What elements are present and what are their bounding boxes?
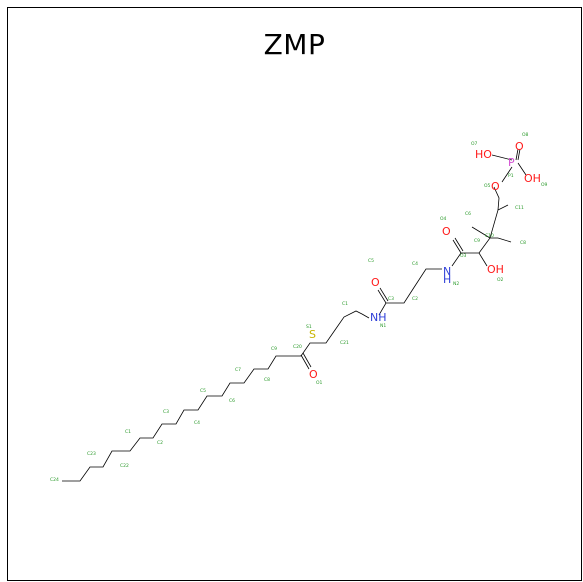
amide-carbonyl-bond-2b xyxy=(454,237,464,252)
amide-nitrogen-1: NH xyxy=(370,311,387,324)
label-c23: C23 xyxy=(87,451,96,457)
thioester-chain-bonds xyxy=(290,310,370,357)
label-o7: O7 xyxy=(471,141,478,147)
hydroxyl-oh: OH xyxy=(487,263,504,276)
label-c6b: C6 xyxy=(229,398,235,404)
amide-hydrogen-2: H xyxy=(443,273,451,286)
label-c6: C6 xyxy=(465,211,471,217)
phosphate-linker-bonds xyxy=(493,186,500,211)
label-c2b: C2 xyxy=(157,440,163,446)
amide-nitrogen-2: N xyxy=(443,265,451,278)
phosphoester-bond xyxy=(501,166,513,183)
label-c4b: C4 xyxy=(194,420,200,426)
amide-chain-bonds-2 xyxy=(451,204,509,267)
thioester-carbonyl-bond xyxy=(300,354,310,370)
label-c10: C10 xyxy=(485,233,494,239)
label-n1: N1 xyxy=(380,323,386,329)
label-o9: O9 xyxy=(541,182,548,188)
label-c2: C2 xyxy=(412,296,418,302)
p-oh-bond-2 xyxy=(517,162,527,176)
label-c3: C3 xyxy=(388,296,394,302)
label-p1: P1 xyxy=(508,173,514,179)
amide-carbonyl-bond-1b xyxy=(379,287,389,302)
ester-oxygen: O xyxy=(491,180,500,193)
label-c5b: C5 xyxy=(200,388,206,394)
heteroatoms: HO P OH O O O N H OH O NH S O xyxy=(309,140,541,381)
phosphoryl-bond-b xyxy=(517,148,521,161)
hydroxyl-bond xyxy=(478,252,488,267)
p-oh-bond-1 xyxy=(491,154,513,161)
label-o4: O4 xyxy=(440,216,447,222)
label-c4: C4 xyxy=(412,261,418,267)
atom-index-labels: O7 O8 P1 O9 O5 C11 C6 O4 C9 C10 C8 N2 O3… xyxy=(50,132,548,483)
amide-oxygen-2: O xyxy=(442,225,451,238)
label-c7: C7 xyxy=(235,367,241,373)
thioester-carbonyl-bond-2 xyxy=(302,352,312,368)
alkyl-chain-bonds xyxy=(62,355,290,482)
label-c8: C8 xyxy=(520,240,526,246)
label-c11: C11 xyxy=(515,205,524,211)
amide-carbonyl-bond-1 xyxy=(377,289,387,304)
label-c24: C24 xyxy=(50,477,59,483)
label-c1b: C1 xyxy=(125,429,131,435)
amide-carbonyl-bond-2 xyxy=(452,239,462,254)
hydroxyl-ho-p: HO xyxy=(475,148,492,161)
figure-frame: ZMP xyxy=(7,7,582,581)
label-o2: O2 xyxy=(497,277,504,283)
label-c9b: C9 xyxy=(271,346,277,352)
label-c1: C1 xyxy=(342,301,348,307)
figure-title: ZMP xyxy=(263,28,326,61)
label-c5: C5 xyxy=(368,258,374,264)
label-c9: C9 xyxy=(474,238,480,244)
methyl-bond-1 xyxy=(471,226,491,239)
label-o3: O3 xyxy=(460,253,467,259)
amide-oxygen-1: O xyxy=(371,276,380,289)
label-n2: N2 xyxy=(453,281,459,287)
label-c3b: C3 xyxy=(163,409,169,415)
methyl-bond-2 xyxy=(497,237,512,243)
label-c8b: C8 xyxy=(264,377,270,383)
phosphorus-atom: P xyxy=(508,156,515,169)
label-c22: C22 xyxy=(120,463,129,469)
thioester-oxygen: O xyxy=(309,368,318,381)
label-o1: O1 xyxy=(316,380,323,386)
phosphoryl-bond xyxy=(515,148,519,161)
label-c21: C21 xyxy=(340,340,349,346)
hydroxyl-p-oh: OH xyxy=(524,172,541,185)
amide-chain-bonds-1 xyxy=(378,268,442,316)
sulfur-atom: S xyxy=(309,328,316,341)
phosphoryl-oxygen: O xyxy=(515,140,524,153)
label-c20: C20 xyxy=(293,344,302,350)
label-o8: O8 xyxy=(522,132,529,138)
label-s1: S1 xyxy=(306,324,312,330)
label-o5: O5 xyxy=(484,183,491,189)
bonds xyxy=(62,148,527,482)
